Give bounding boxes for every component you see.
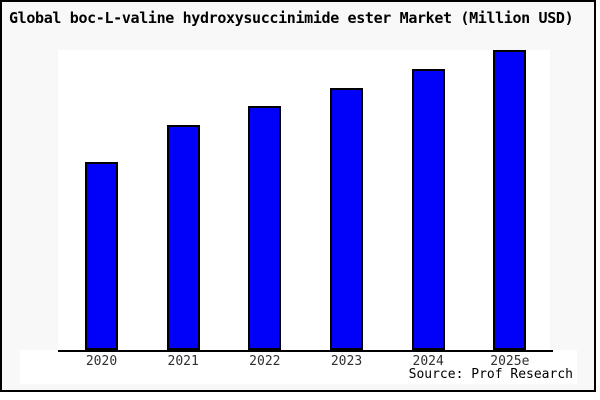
plot-area <box>58 50 550 350</box>
bar-2025e <box>493 50 527 350</box>
x-tick-label-2025e: 2025e <box>490 354 530 369</box>
x-tick-label-2021: 2021 <box>167 354 199 369</box>
x-tick-label-2023: 2023 <box>330 354 363 369</box>
chart-frame: Global boc-L-valine hydroxysuccinimide e… <box>0 0 596 392</box>
source-text: Source: Prof Research <box>408 367 573 382</box>
x-axis-line <box>58 350 553 352</box>
bar-2024 <box>411 68 445 350</box>
bar-2022 <box>248 106 282 350</box>
bar-2020 <box>85 161 118 350</box>
x-tick-label-2020: 2020 <box>85 354 118 369</box>
chart-title: Global boc-L-valine hydroxysuccinimide e… <box>9 9 574 27</box>
x-axis-label-strip <box>20 350 577 384</box>
x-tick-label-2024: 2024 <box>412 354 444 369</box>
bar-2023 <box>330 88 363 350</box>
bar-2021 <box>166 125 200 350</box>
x-tick-label-2022: 2022 <box>249 354 281 369</box>
